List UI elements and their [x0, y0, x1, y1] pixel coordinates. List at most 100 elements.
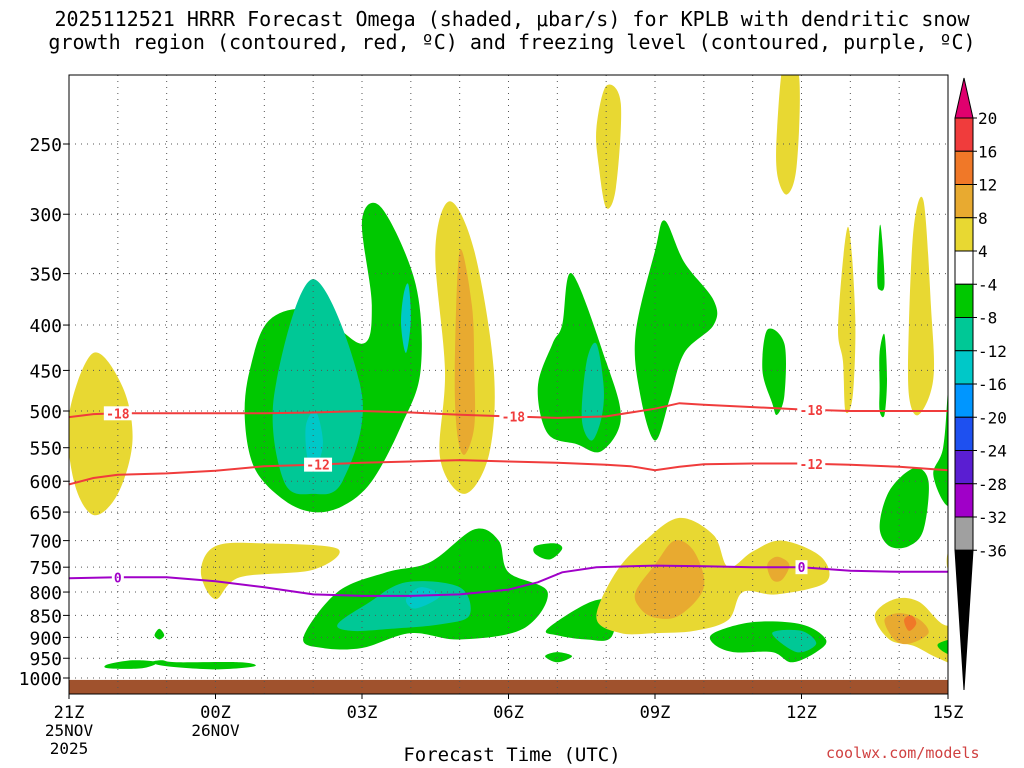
x-tick-label: 09Z [640, 703, 671, 723]
colorbar-label: -24 [978, 442, 1007, 461]
x-tick-label: 00Z [200, 703, 231, 723]
x-axis-label: Forecast Time (UTC) [403, 744, 621, 766]
omega-region [401, 283, 411, 353]
omega-region [596, 517, 830, 635]
omega-region [634, 220, 718, 441]
colorbar-swatch [954, 150, 974, 185]
y-tick-label: 450 [29, 361, 62, 382]
colorbar-swatch [954, 416, 974, 451]
colorbar-label: -36 [978, 541, 1007, 560]
chart-title-line2: growth region (contoured, red, ºC) and f… [48, 30, 976, 54]
contour-label: -18 [502, 411, 526, 426]
x-tick-label: 06Z [493, 703, 524, 723]
x-tick-year: 2025 [50, 739, 89, 758]
colorbar-label: -8 [978, 309, 997, 328]
omega-region [151, 660, 256, 670]
colorbar-label: -16 [978, 375, 1007, 394]
y-tick-label: 800 [29, 583, 62, 604]
omega-region [69, 352, 133, 516]
colorbar-swatch [954, 283, 974, 318]
colorbar-swatch [954, 250, 974, 285]
y-tick-label: 500 [29, 402, 62, 423]
y-tick-label: 1000 [19, 669, 62, 690]
omega-region [596, 84, 622, 209]
omega-region [776, 75, 800, 195]
contour-label-bg [795, 560, 808, 575]
colorbar-swatch [954, 450, 974, 485]
colorbar-top-arrow [954, 77, 974, 119]
y-tick-label: 950 [29, 649, 62, 670]
y-tick-label: 850 [29, 606, 62, 627]
colorbar-label: 20 [978, 109, 997, 128]
y-tick-label: 750 [29, 558, 62, 579]
omega-region [405, 587, 441, 609]
y-tick-label: 350 [29, 265, 62, 286]
y-tick-label: 400 [29, 316, 62, 337]
contour-label: -18 [800, 404, 824, 419]
omega-region [937, 639, 948, 655]
colorbar-label: -4 [978, 275, 997, 294]
colorbar-swatch [954, 383, 974, 418]
y-tick-label: 550 [29, 439, 62, 460]
omega-region [533, 543, 563, 560]
colorbar-label: 12 [978, 176, 997, 195]
chart-title-line1: 2025112521 HRRR Forecast Omega (shaded, … [54, 7, 970, 31]
omega-region [877, 224, 885, 291]
x-tick-label: 15Z [933, 703, 964, 723]
colorbar-label: -28 [978, 475, 1007, 494]
y-tick-label: 900 [29, 628, 62, 649]
omega-region [454, 249, 476, 455]
omega-region [879, 467, 929, 549]
omega-region [904, 615, 917, 631]
colorbar-label: -32 [978, 508, 1007, 527]
colorbar-swatch [954, 184, 974, 219]
contour-label-bg [797, 402, 826, 417]
colorbar-bottom-arrow [954, 549, 974, 691]
omega-region [272, 279, 363, 495]
omega-region [838, 226, 856, 414]
y-tick-label: 650 [29, 503, 62, 524]
colorbar-label: -12 [978, 342, 1007, 361]
ground-terrain [69, 679, 948, 694]
contour-label: 0 [114, 571, 122, 586]
colorbar-label: 16 [978, 142, 997, 161]
y-tick-label: 300 [29, 205, 62, 226]
omega-region [772, 629, 817, 653]
colorbar-swatch [954, 317, 974, 352]
contour-label: -18 [106, 407, 130, 422]
x-tick-label: 12Z [786, 703, 817, 723]
omega-region [104, 660, 158, 669]
colorbar-label: 8 [978, 209, 988, 228]
colorbar-label: 4 [978, 242, 988, 261]
y-tick-label: 700 [29, 532, 62, 553]
x-tick-date: 26NOV [191, 721, 240, 740]
colorbar-swatch [954, 117, 974, 152]
colorbar-swatch [954, 217, 974, 252]
colorbar-label: -20 [978, 408, 1007, 427]
contour-line [69, 564, 948, 597]
omega-region [884, 613, 929, 645]
contour-label-bg [797, 456, 826, 471]
omega-region [907, 196, 935, 416]
y-tick-label: 600 [29, 472, 62, 493]
omega-region [305, 410, 323, 466]
contour-label: 0 [798, 561, 806, 576]
omega-region [634, 540, 705, 619]
colorbar-swatch [954, 483, 974, 518]
contour-label: -12 [306, 459, 329, 474]
omega-region [545, 652, 572, 663]
omega-region [154, 628, 165, 640]
colorbar-swatch [954, 350, 974, 385]
omega-region [762, 328, 786, 416]
y-tick-label: 250 [29, 135, 62, 156]
omega-region [879, 333, 887, 418]
contour-label: -12 [800, 458, 823, 473]
x-tick-label: 21Z [54, 703, 85, 723]
omega-region [200, 542, 340, 600]
contour-label-bg [499, 409, 528, 424]
omega-region [767, 556, 790, 582]
colorbar-swatch [954, 516, 974, 551]
x-tick-date: 25NOV [45, 721, 94, 740]
credit-text: coolwx.com/models [826, 744, 980, 762]
contour-line [69, 459, 948, 486]
